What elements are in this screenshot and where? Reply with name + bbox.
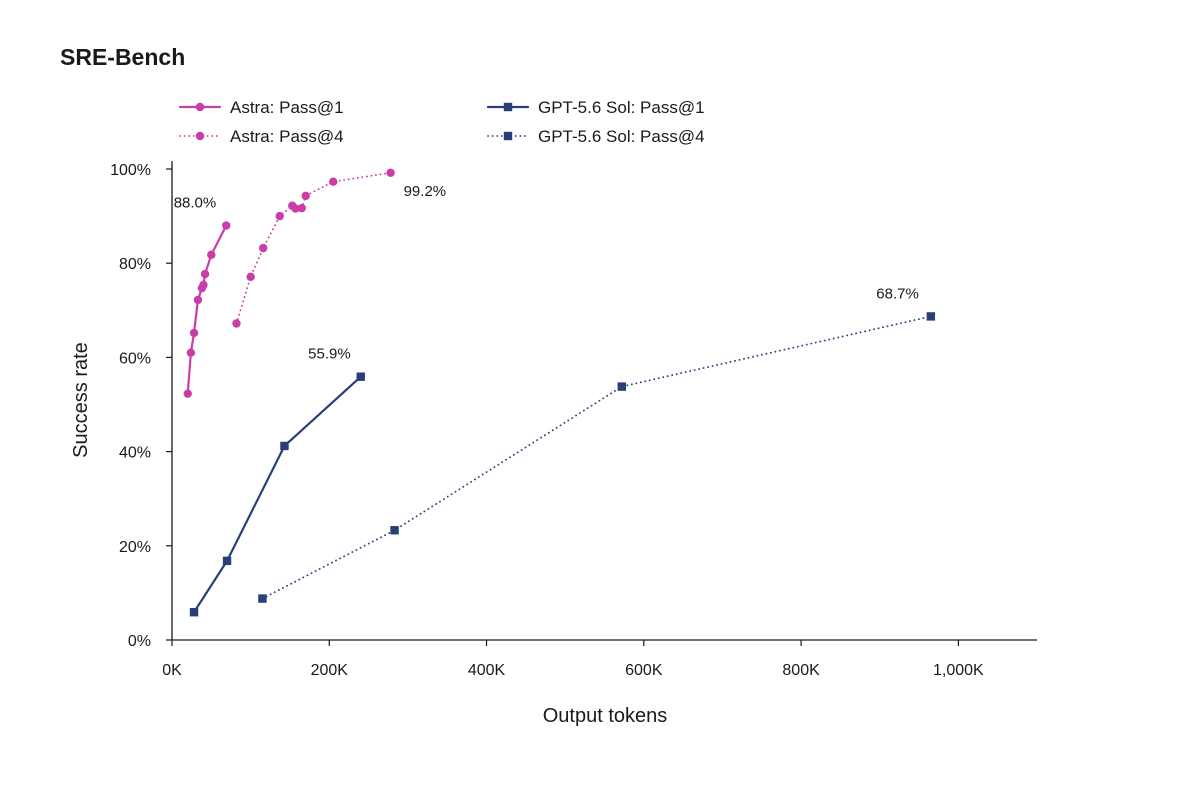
legend-swatch-marker [195,102,205,112]
legend-label: GPT-5.6 Sol: Pass@4 [538,127,705,146]
annotations: 88.0% 99.2% 55.9% 68.7% [174,183,919,363]
data-point [386,168,395,177]
y-tick-label: 60% [119,350,151,367]
series-0 [183,221,231,398]
data-point [258,594,267,603]
legend-item: GPT-5.6 Sol: Pass@4 [487,127,705,146]
data-point [222,556,232,566]
x-tick-label: 400K [468,662,506,679]
y-axis-title: Success rate [70,342,92,458]
series-line [235,171,392,325]
data-point [259,243,268,253]
legend-label: Astra: Pass@1 [230,98,344,117]
x-axis-title: Output tokens [543,705,668,727]
data-label: 55.9% [308,346,351,363]
legend-item: Astra: Pass@1 [178,98,344,117]
series-line [261,315,932,600]
data-point [207,250,216,259]
data-point [189,608,199,617]
x-tick-label: 200K [311,662,349,679]
y-tick-label: 0% [128,633,151,650]
data-label: 68.7% [876,285,919,302]
series-line [186,224,228,395]
data-point [183,389,192,398]
legend-label: Astra: Pass@4 [230,127,344,146]
series-3 [258,312,936,603]
y-tick-label: 40% [119,445,151,462]
x-tick-label: 800K [782,662,820,679]
x-tick-label: 0K [162,662,182,679]
legend: Astra: Pass@1 Astra: Pass@4 GPT-5.6 Sol: P… [178,98,705,146]
x-tick-label: 600K [625,662,663,679]
data-point [280,441,289,451]
data-label: 88.0% [174,195,217,212]
legend-item: Astra: Pass@4 [179,127,344,146]
data-point [356,372,365,381]
data-point [186,348,196,357]
data-point [297,203,306,213]
y-tick-label: 80% [119,256,151,273]
legend-item: GPT-5.6 Sol: Pass@1 [486,98,705,117]
data-point [329,177,338,186]
chart-title: SRE-Bench [60,44,186,70]
series-1 [232,168,395,328]
data-point [275,211,284,221]
legend-swatch-marker [503,131,513,141]
x-tick-label: 1,000K [933,662,984,679]
data-label: 99.2% [404,183,447,200]
data-point [617,382,626,391]
data-point [232,319,241,328]
data-point [246,272,255,282]
series-line [192,375,362,614]
y-tick-label: 20% [119,539,151,556]
legend-label: GPT-5.6 Sol: Pass@1 [538,98,705,117]
legend-swatch-marker [195,131,205,141]
data-point [291,204,300,213]
data-point [199,280,208,290]
data-point [200,269,210,279]
data-point [222,221,231,230]
legend-swatch-marker [503,102,513,112]
y-tick-label: 100% [110,162,151,179]
series-layer [183,168,936,617]
data-point [390,526,399,535]
data-point [193,295,203,305]
series-2 [189,372,365,617]
data-point [189,328,199,338]
data-point [926,312,936,321]
axes: 0% 20% 40% 60% 80% 100% 0K 200K 400K 600K 800K 1,00… [110,161,1037,679]
data-point [301,191,310,201]
